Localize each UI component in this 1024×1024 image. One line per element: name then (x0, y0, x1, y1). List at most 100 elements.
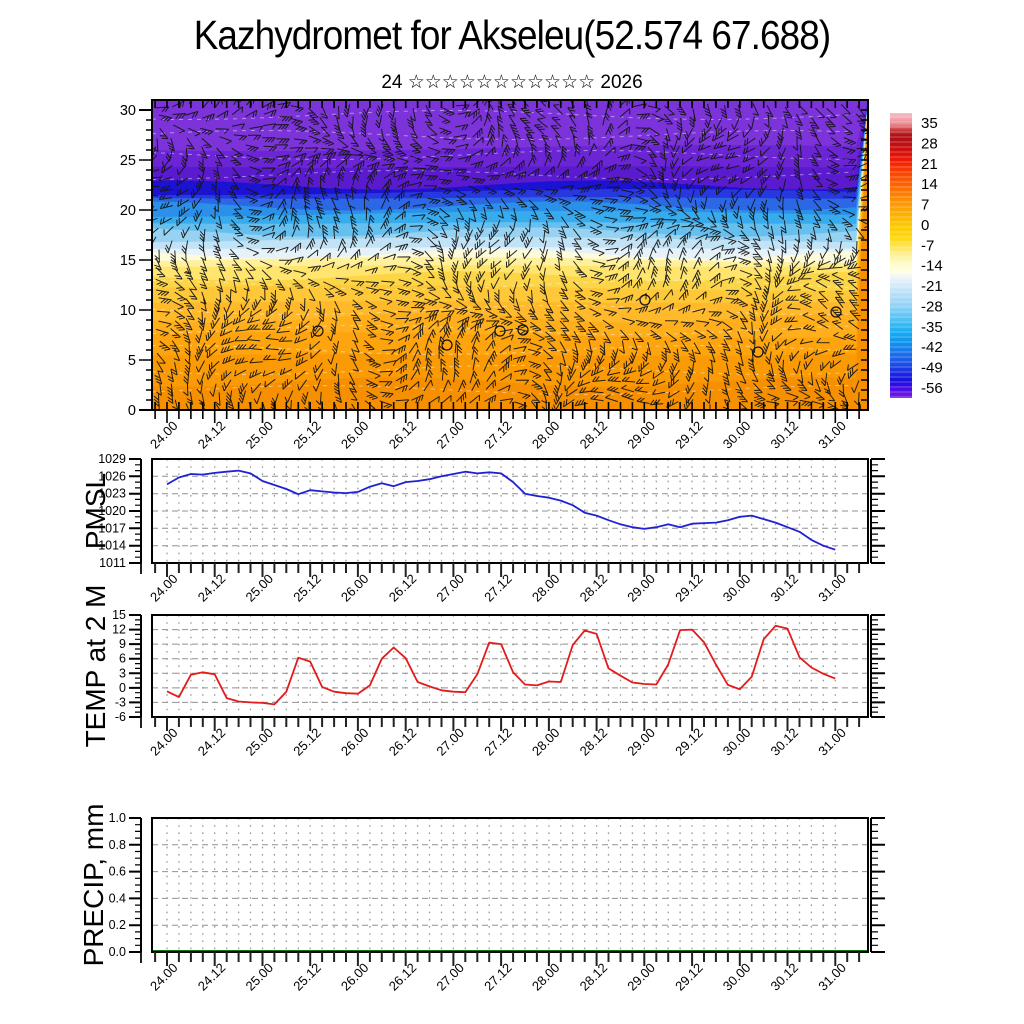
temp-ytick-label: -6 (115, 710, 126, 724)
temp-xtick-label: 30.00 (720, 725, 754, 759)
precip-xtick-label: 29.12 (672, 960, 706, 994)
precip-ytick-label: 0.2 (109, 918, 126, 932)
precip-xticks (140, 952, 861, 966)
colorbar-gradient (890, 113, 912, 398)
precip-ytick-label: 0.4 (109, 891, 126, 905)
pmsl-panel: 24.00 24.12 25.00 25.12 26.00 26.12 27.00 27.12… (98, 452, 885, 605)
pmsl-xtick-label: 24.12 (195, 571, 229, 605)
cross-section-ticks (139, 100, 868, 423)
pmsl-xtick-label: 24.00 (147, 571, 181, 605)
cross-section-ytick-label: 30 (120, 103, 136, 119)
cross-section-xtick-label: 30.12 (768, 418, 802, 452)
precip-xtick-label: 31.00 (815, 960, 849, 994)
calm-wind-circle (312, 325, 324, 337)
colorbar-label: 21 (921, 156, 938, 173)
colorbar-label: 7 (921, 197, 929, 214)
pmsl-vgrid (166, 459, 836, 563)
pmsl-ytick-label: 1017 (98, 521, 126, 535)
pmsl-xtick-label: 29.00 (624, 571, 658, 605)
cross-section-panel: 0 5 10 15 20 25 30 24.00 24.12 25.00 25.12 26.00 26.… (120, 99, 869, 452)
colorbar-label: -42 (921, 339, 943, 356)
pmsl-ytick-label: 1014 (98, 539, 126, 553)
colorbar-label: -35 (921, 319, 943, 336)
calm-wind-circle (830, 306, 842, 318)
temp-ytick-label: 3 (119, 666, 126, 680)
temp-panel: 24.00 24.12 25.00 25.12 26.00 26.12 27.00 27.12… (112, 608, 885, 759)
precip-xtick-label: 27.12 (481, 960, 515, 994)
precip-xtick-label: 27.00 (433, 960, 467, 994)
pmsl-ytick-label: 1023 (98, 487, 126, 501)
pmsl-ytick-label: 1011 (99, 556, 126, 570)
cross-section-frame (151, 99, 869, 411)
wind-barbs (152, 100, 868, 410)
temp-xtick-label: 30.12 (768, 725, 802, 759)
pmsl-frame (151, 458, 869, 564)
pmsl-ytick-label: 1029 (98, 452, 126, 466)
colorbar-label: 0 (921, 217, 929, 234)
cross-section-ytick-label: 10 (120, 303, 136, 319)
precip-xtick-label: 28.00 (529, 960, 563, 994)
temp-xtick-label: 28.12 (577, 725, 611, 759)
cross-section-xtick-label: 29.00 (624, 418, 658, 452)
precip-xtick-label: 29.00 (624, 960, 658, 994)
pmsl-xtick-label: 26.12 (386, 571, 420, 605)
cross-section-xtick-label: 25.12 (290, 418, 324, 452)
calm-wind-circle (517, 324, 529, 336)
temp-xtick-label: 25.00 (243, 725, 277, 759)
temp-xtick-label: 24.00 (147, 725, 181, 759)
pmsl-xtick-label: 30.00 (720, 571, 754, 605)
precip-ytick-label: 1.0 (109, 811, 126, 825)
cross-section-xtick-label: 24.12 (195, 418, 229, 452)
pmsl-xtick-label: 27.00 (433, 571, 467, 605)
cross-section-ytick-label: 0 (128, 403, 136, 419)
temp-line (166, 624, 836, 706)
calm-wind-circle (441, 339, 453, 351)
colorbar-label: -21 (921, 278, 943, 295)
precip-xtick-label: 28.12 (577, 960, 611, 994)
pmsl-xtick-label: 25.00 (243, 571, 277, 605)
colorbar-label: -28 (921, 298, 943, 315)
temp-xtick-label: 24.12 (195, 725, 229, 759)
temp-xtick-label: 27.00 (433, 725, 467, 759)
precip-xtick-label: 24.12 (195, 960, 229, 994)
pmsl-xtick-label: 28.12 (577, 571, 611, 605)
cross-section-xtick-label: 30.00 (720, 418, 754, 452)
temp-ytick-label: 15 (112, 608, 126, 622)
cross-section-ytick-label: 25 (120, 153, 136, 169)
temp-vgrid (166, 615, 836, 717)
calm-wind-circle (639, 294, 651, 306)
calm-wind-circle (752, 346, 764, 358)
pmsl-xtick-label: 26.00 (338, 571, 372, 605)
cross-section-xtick-label: 26.12 (386, 418, 420, 452)
precip-panel: 24.00 24.12 25.00 25.12 26.00 26.12 27.00 27.12… (109, 811, 885, 994)
cross-section-xtick-label: 25.00 (243, 418, 277, 452)
precip-xtick-label: 26.00 (338, 960, 372, 994)
temp-xtick-label: 25.12 (290, 725, 324, 759)
temp-xtick-label: 31.00 (815, 725, 849, 759)
temp-frame (151, 614, 869, 718)
precip-frame (151, 817, 869, 953)
pmsl-xtick-label: 31.00 (815, 571, 849, 605)
precip-xtick-label: 30.00 (720, 960, 754, 994)
precip-ytick-label: 0.6 (109, 865, 126, 879)
cross-section-xtick-label: 27.00 (433, 418, 467, 452)
precip-xtick-label: 25.12 (290, 960, 324, 994)
temp-ytick-label: 9 (119, 637, 126, 651)
cross-section-xtick-label: 26.00 (338, 418, 372, 452)
temp-ytick-label: 0 (119, 681, 126, 695)
pmsl-xtick-label: 25.12 (290, 571, 324, 605)
temp-xtick-label: 26.00 (338, 725, 372, 759)
temp-xtick-label: 29.12 (672, 725, 706, 759)
pmsl-xtick-label: 30.12 (768, 571, 802, 605)
temp-xtick-label: 28.00 (529, 725, 563, 759)
cross-section-xtick-label: 27.12 (481, 418, 515, 452)
pmsl-line (166, 469, 836, 551)
pmsl-xtick-label: 28.00 (529, 571, 563, 605)
chart-subtitle: 24 ☆☆☆☆☆☆☆☆☆☆☆ 2026 (381, 72, 643, 93)
colorbar-label: -49 (921, 360, 943, 377)
cross-section-ytick-label: 15 (120, 253, 136, 269)
precip-hgrid (152, 844, 868, 926)
precip-xtick-label: 30.12 (768, 960, 802, 994)
cross-section-ytick-label: 5 (128, 353, 136, 369)
